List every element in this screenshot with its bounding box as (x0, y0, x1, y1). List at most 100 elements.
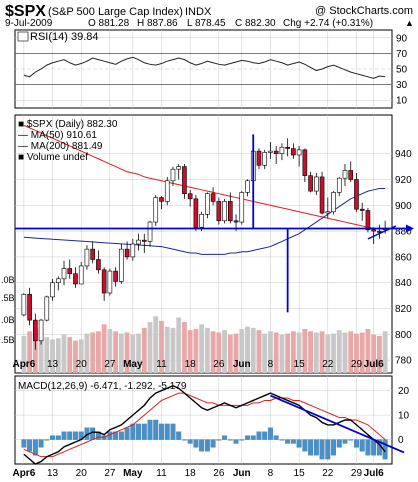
candle-body-up (279, 146, 285, 154)
volume-bar (199, 324, 205, 373)
price-tick-label: 940 (395, 149, 412, 160)
macd-histogram-bar (118, 431, 124, 440)
rsi-tick-label: 30 (396, 80, 408, 91)
volume-bar (342, 332, 348, 373)
volume-bar (250, 327, 256, 373)
candle (302, 148, 308, 183)
volume-tick-label: .5B (1, 293, 15, 303)
candle-body-down (348, 170, 354, 180)
volume-bar (61, 334, 67, 373)
volume-bar (101, 324, 107, 373)
macd-histogram-bar (147, 419, 153, 440)
candle-body-down (291, 148, 296, 156)
macd-label: MACD(12,26,9) -6.471, -1.292, -5.179 (18, 381, 187, 392)
candle-body-up (170, 168, 176, 182)
x-tick-label: 27 (104, 359, 116, 370)
volume-bar (27, 331, 33, 373)
macd-histogram-bar (348, 439, 354, 441)
quote-high: H 887.86 (137, 18, 178, 29)
macd-histogram-bar (124, 427, 130, 440)
candle-body-up (44, 296, 50, 321)
macd-histogram-bar (27, 439, 33, 452)
rsi-tick-label: 90 (396, 33, 408, 44)
macd-histogram-bar (21, 439, 27, 448)
macd-histogram-bar (90, 427, 96, 440)
candle-body-up (314, 176, 319, 192)
volume-bar (313, 332, 319, 373)
macd-histogram-bar (233, 439, 239, 444)
volume-bar (262, 333, 268, 373)
candle-body-up (136, 239, 141, 245)
x-tick-label: Jun (233, 359, 251, 370)
x-tick-label: 13 (47, 468, 59, 479)
macd-histogram-bar (285, 439, 291, 444)
candle-body-down (256, 150, 262, 166)
candle-body-down (273, 150, 279, 154)
candle-body-down (33, 319, 38, 342)
x-tick-label: 29 (351, 468, 363, 479)
candle (279, 143, 285, 161)
macd-trendline (270, 394, 405, 454)
ma200-line (23, 124, 386, 231)
volume-bar (354, 333, 359, 373)
macd-histogram-bar (354, 439, 359, 448)
candle (210, 187, 216, 206)
candle-body-down (96, 259, 101, 271)
volume-bar (136, 333, 141, 373)
macd-series (21, 385, 405, 465)
macd-label-text: MACD(12,26,9) -6.471, -1.292, -5.179 (18, 381, 187, 392)
macd-histogram-bar (141, 423, 147, 440)
candle-body-down (302, 149, 308, 176)
candle (119, 244, 124, 284)
macd-histogram-bar (331, 439, 336, 456)
candle (159, 196, 164, 210)
volume-bar (245, 326, 250, 373)
candle (73, 267, 78, 288)
macd-histogram-bar (336, 439, 342, 448)
rsi-series (23, 56, 386, 79)
candle (164, 176, 170, 206)
candle-body-down (27, 294, 32, 321)
volume-tick-label: .0B (1, 315, 15, 325)
x-tick-label: Apr6 (12, 468, 35, 479)
candle (67, 259, 73, 279)
candle (359, 202, 365, 221)
candle-body-up (199, 214, 204, 228)
x-tick-label: 29 (351, 359, 363, 370)
volume-bar (44, 337, 50, 373)
x-tick-label: 27 (104, 468, 116, 479)
candle (27, 287, 32, 326)
rsi-label: RSI(14) 39.84 (17, 31, 98, 43)
candle (147, 220, 153, 247)
candle-body-up (119, 248, 124, 282)
candle-body-down (182, 166, 187, 194)
candle (227, 192, 233, 224)
macd-tick-label: 20 (398, 386, 410, 397)
volume-bar (216, 332, 222, 373)
candle-body-down (319, 176, 325, 214)
macd-histogram-bar (164, 423, 170, 440)
candle-body-up (55, 278, 61, 283)
candle (38, 318, 44, 345)
macd-histogram-bar (290, 439, 296, 444)
candle-body-down (371, 229, 376, 232)
macd-histogram-bar (38, 439, 44, 448)
volume-bar (67, 337, 73, 373)
macd-histogram-bar (44, 439, 50, 441)
candle-body-up (176, 166, 182, 170)
candle (268, 142, 273, 159)
legend-ma50: — MA(50) 910.61 (18, 130, 97, 141)
candle (153, 194, 159, 226)
x-tick-label: 11 (156, 359, 167, 370)
macd-histogram-bar (239, 439, 245, 441)
candle-body-up (50, 282, 55, 298)
volume-bar (159, 320, 164, 373)
macd-histogram-bar (210, 439, 216, 448)
quote-change: Chg +2.74 (+0.31%) (283, 18, 373, 29)
candle-body-down (67, 268, 73, 274)
candle-body-up (222, 201, 227, 222)
macd-histogram-bar (136, 423, 141, 440)
volume-tick-label: .5B (1, 335, 15, 345)
candle-body-up (336, 177, 342, 193)
support-arrow-icon (406, 224, 414, 233)
